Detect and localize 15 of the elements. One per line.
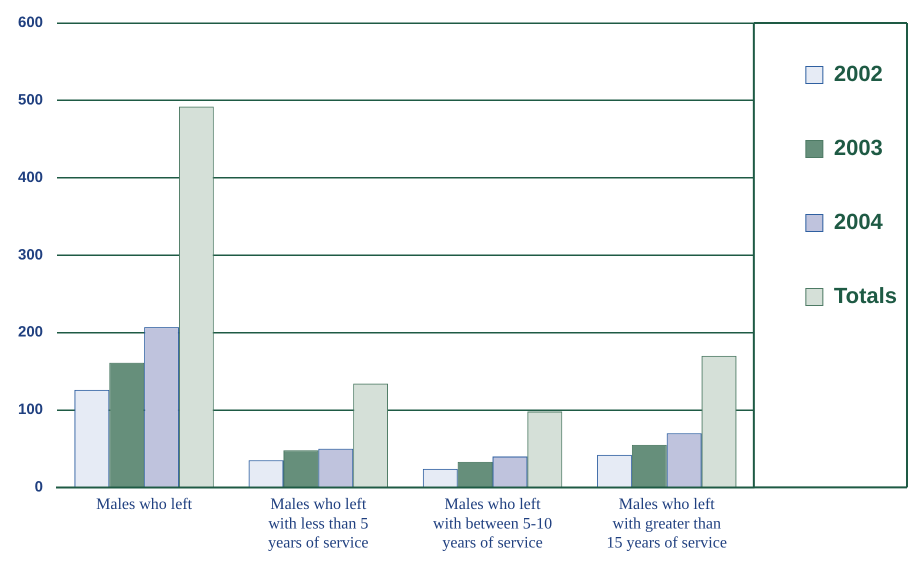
y-tick-label: 0 bbox=[34, 478, 44, 496]
y-tick-label: 200 bbox=[18, 324, 44, 341]
legend-label: Totals bbox=[834, 283, 898, 308]
y-tick-label: 600 bbox=[18, 14, 44, 32]
y-tick-label: 100 bbox=[18, 401, 44, 418]
legend-label: 2002 bbox=[834, 61, 883, 86]
legend-label: 2003 bbox=[834, 135, 883, 160]
y-tick-label: 500 bbox=[18, 92, 44, 109]
legend-label: 2004 bbox=[834, 209, 884, 234]
x-tick-label: Males who left with between 5-10 years of service bbox=[433, 496, 552, 552]
x-tick-label: Males who left with less than 5 years of service bbox=[268, 496, 369, 552]
y-tick-label: 300 bbox=[18, 246, 44, 264]
y-tick-label: 400 bbox=[18, 168, 44, 186]
x-tick-label: Males who left with greater than 15 years of service bbox=[606, 496, 727, 552]
x-tick-label: Males who left bbox=[96, 496, 193, 514]
